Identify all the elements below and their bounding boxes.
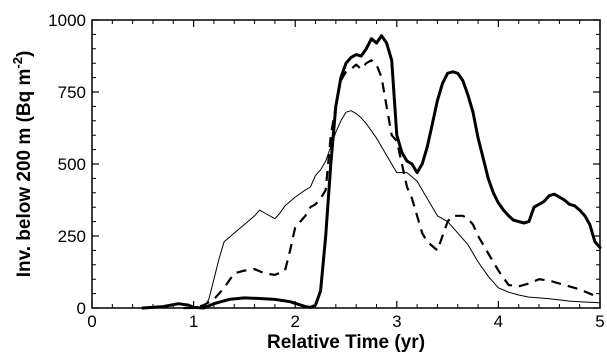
y-tick-label: 750	[58, 83, 86, 102]
x-tick-label: 0	[87, 312, 96, 331]
series-layer	[141, 34, 602, 310]
y-axis-title: Inv. below 200 m (Bq m-2)	[10, 51, 35, 278]
series-line-thin-solid	[203, 110, 601, 309]
series-line-thick-solid	[141, 34, 602, 310]
x-tick-label: 3	[392, 312, 401, 331]
x-tick-label: 4	[494, 312, 503, 331]
axis-layer: 0 1 2 3 4 5 0 250 500 750 1000	[48, 11, 605, 331]
x-tick-label: 5	[595, 312, 604, 331]
y-tick-label: 0	[77, 299, 86, 318]
x-tick-label: 2	[290, 312, 299, 331]
y-tick-label: 500	[58, 155, 86, 174]
series-line-dashed	[183, 59, 601, 310]
x-tick-label: 1	[189, 312, 198, 331]
y-tick-label: 250	[58, 227, 86, 246]
y-tick-label: 1000	[48, 11, 86, 30]
y-axis-title-exponent: -2	[10, 57, 25, 69]
y-axis-title-close: )	[14, 51, 35, 57]
y-axis-title-main: Inv. below 200 m (Bq m	[14, 69, 35, 278]
x-axis-title: Relative Time (yr)	[267, 332, 425, 353]
